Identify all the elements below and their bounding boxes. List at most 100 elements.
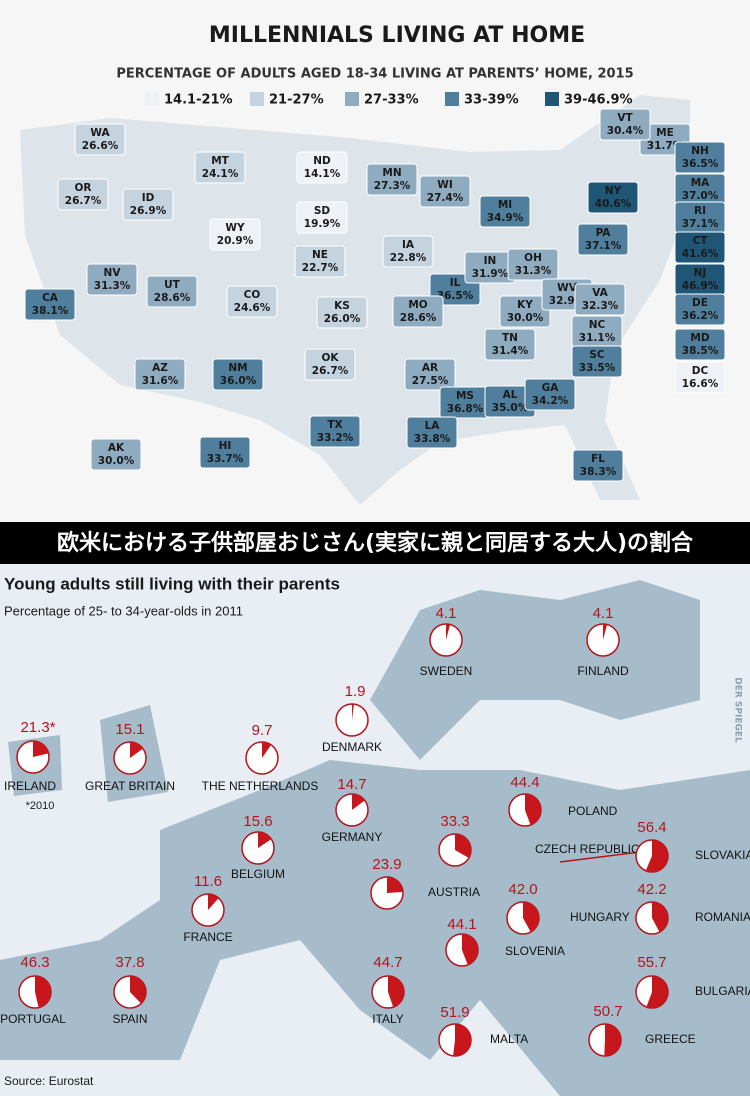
state [194, 151, 246, 184]
state-name: TN [502, 332, 518, 344]
state [90, 438, 142, 471]
pie-value: 4.1 [436, 605, 457, 622]
state-name: VA [592, 287, 608, 299]
pie-value: 21.3* [20, 719, 55, 736]
pie-slice [453, 1024, 472, 1056]
country-name: FINLAND [577, 664, 629, 678]
pie-slice [35, 976, 52, 1008]
state-name: MD [690, 332, 709, 344]
state-name: AR [422, 362, 438, 374]
state-value: 28.6% [154, 292, 191, 304]
state [57, 178, 109, 211]
state [304, 348, 356, 381]
state-value: 37.1% [682, 218, 719, 230]
state-name: NJ [694, 267, 707, 279]
state-value: 22.8% [390, 252, 427, 264]
state-name: CA [42, 292, 59, 304]
state-value: 36.5% [682, 158, 719, 170]
pie-value: 55.7 [637, 954, 666, 971]
pie-value: 4.1 [593, 605, 614, 622]
pie-value: 15.6 [243, 813, 272, 830]
legend-swatch [145, 92, 159, 106]
state [674, 361, 726, 394]
country-name: BELGIUM [231, 867, 285, 881]
pie-value: 11.6 [194, 873, 222, 890]
pie-value: 44.7 [373, 954, 402, 971]
state [674, 141, 726, 174]
state-value: 26.7% [312, 365, 349, 377]
pie-slice [262, 742, 272, 758]
state-value: 27.4% [427, 192, 464, 204]
pie-value: 23.9 [372, 856, 401, 873]
country-name: DENMARK [322, 740, 382, 754]
pie-value: 42.0 [508, 881, 537, 898]
state-value: 41.6% [682, 248, 719, 260]
state [674, 231, 726, 264]
state-name: KY [517, 299, 533, 311]
state-name: OR [74, 182, 91, 194]
state-value: 30.4% [607, 125, 644, 137]
state [24, 288, 76, 321]
state-name: ND [313, 155, 331, 167]
state [296, 201, 348, 234]
state-name: ME [656, 127, 674, 139]
state-name: OK [321, 352, 339, 364]
country-name: ITALY [372, 1012, 404, 1026]
state-value: 22.7% [302, 262, 339, 274]
country-name: SWEDEN [420, 664, 473, 678]
state [146, 275, 198, 308]
state-value: 34.2% [532, 395, 569, 407]
state [209, 218, 261, 251]
state-name: AL [503, 389, 518, 401]
state-value: 28.6% [400, 312, 437, 324]
country-name: HUNGARY [570, 910, 630, 924]
state-name: VT [617, 112, 633, 124]
state-name: FL [591, 453, 605, 465]
note: *2010 [26, 800, 55, 812]
state-value: 31.4% [492, 345, 529, 357]
state-name: GA [542, 382, 560, 394]
state-name: AK [108, 442, 125, 454]
state-value: 33.8% [414, 433, 451, 445]
us-title: MILLENNIALS LIVING AT HOME [209, 23, 585, 48]
state-value: 37.0% [682, 190, 719, 202]
state [577, 223, 629, 256]
state-value: 31.6% [142, 375, 179, 387]
state [74, 123, 126, 156]
state-value: 14.1% [304, 168, 341, 180]
state [382, 235, 434, 268]
state-value: 31.7% [647, 140, 684, 152]
pie-value: 46.3 [20, 954, 49, 971]
state [574, 283, 626, 316]
state [404, 358, 456, 391]
state-name: IA [402, 239, 415, 251]
country-name: THE NETHERLANDS [202, 779, 319, 793]
state-value: 26.7% [65, 195, 102, 207]
state-value: 30.0% [98, 455, 135, 467]
state-value: 46.9% [682, 280, 719, 292]
country-name: IRELAND [4, 779, 56, 793]
legend-label: 39-46.9% [564, 93, 633, 108]
banner: 欧米における子供部屋おじさん(実家に親と同居する大人)の割合 [57, 530, 694, 556]
legend-swatch [345, 92, 359, 106]
state [499, 295, 551, 328]
country-name: BULGARIA [695, 984, 750, 998]
pie-value: 44.4 [510, 774, 539, 791]
pie-slice [446, 624, 451, 640]
pie-slice [652, 902, 668, 933]
state-name: DE [692, 297, 708, 309]
pie-slice [352, 704, 354, 720]
source: Source: Eurostat [4, 1074, 94, 1088]
state-name: NC [589, 319, 606, 331]
legend-label: 33-39% [464, 93, 519, 108]
country-name: FRANCE [183, 930, 232, 944]
state-value: 34.9% [487, 212, 524, 224]
pie-slice [352, 794, 365, 810]
state [674, 293, 726, 326]
credit: DER SPIEGEL [733, 677, 743, 743]
country-name: GREAT BRITAIN [85, 779, 175, 793]
state-value: 31.3% [94, 280, 131, 292]
legend-swatch [250, 92, 264, 106]
state-value: 30.0% [507, 312, 544, 324]
